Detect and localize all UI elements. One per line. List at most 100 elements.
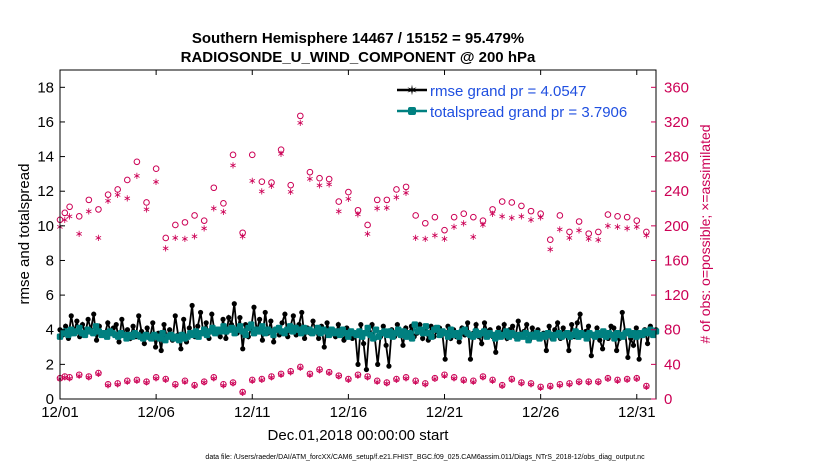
obs-low-possible-point	[229, 379, 237, 386]
totalspread-point	[370, 335, 377, 342]
obs-possible-point	[335, 198, 343, 205]
obs-low-possible-point	[66, 374, 73, 381]
rmse-point	[636, 356, 642, 362]
rmse-point	[594, 325, 600, 331]
obs-low-assimilated-point: ∗	[411, 377, 419, 388]
obs-low-possible-point	[431, 374, 439, 382]
obs-low-possible-point	[450, 374, 458, 381]
rmse-point	[644, 340, 651, 347]
obs-low-possible-point	[518, 379, 525, 386]
obs-possible-point	[210, 184, 218, 192]
obs-low-assimilated-point: ∗	[450, 373, 458, 384]
legend: ✶ rmse grand pr = 4.0547 totalspread gra…	[393, 75, 649, 123]
obs-low-assimilated-point: ∗	[142, 378, 150, 389]
totalspread-point	[492, 335, 499, 342]
obs-possible-point	[172, 221, 179, 229]
totalspread-point	[242, 331, 249, 339]
obs-low-possible-point	[556, 380, 564, 388]
obs-possible-point	[518, 202, 525, 210]
rmse-point	[74, 318, 80, 324]
obs-assimilated-point: ∗	[133, 171, 141, 182]
obs-low-possible-point	[306, 370, 314, 378]
obs-low-possible-point	[172, 380, 179, 388]
rmse-point	[316, 335, 322, 341]
rmse-point	[420, 335, 426, 341]
obs-low-assimilated-point: ∗	[65, 373, 73, 384]
totalspread-point	[248, 321, 255, 328]
totalspread-point	[503, 328, 510, 335]
obs-possible-point	[546, 236, 554, 243]
obs-low-possible-point	[508, 375, 516, 383]
obs-low-possible-point	[95, 369, 102, 377]
rmse-point	[355, 361, 361, 367]
rmse-point	[197, 309, 204, 316]
rmse-point	[599, 346, 606, 352]
rmse-point	[543, 347, 549, 354]
x-tick-label: 12/01	[41, 404, 79, 421]
obs-low-assimilated-point: ∗	[104, 380, 112, 391]
rmse-point	[226, 315, 232, 321]
y2-tick-label: 0	[664, 391, 672, 408]
obs-low-assimilated-point: ∗	[594, 378, 602, 389]
rmse-point	[136, 313, 142, 319]
obs-possible-point	[229, 151, 237, 159]
obs-assimilated-point: ∗	[354, 210, 362, 221]
obs-assimilated-point: ∗	[65, 211, 73, 222]
obs-assimilated-point: ∗	[142, 205, 150, 216]
obs-low-assimilated-point: ∗	[335, 372, 343, 383]
obs-low-assimilated-point: ∗	[517, 379, 525, 390]
obs-low-assimilated-point: ∗	[75, 371, 83, 382]
obs-assimilated-point: ∗	[536, 212, 544, 223]
totalspread-point	[159, 330, 166, 337]
obs-low-assimilated-point: ∗	[171, 380, 179, 391]
obs-low-possible-point	[575, 378, 583, 385]
rmse-point	[93, 337, 100, 343]
obs-assimilated-point: ∗	[450, 222, 458, 233]
rmse-point	[363, 366, 370, 373]
obs-low-assimilated-point: ∗	[575, 378, 583, 389]
obs-low-assimilated-point: ∗	[604, 374, 612, 385]
rmse-point	[271, 339, 277, 345]
obs-assimilated-point: ∗	[210, 204, 218, 215]
rmse-point	[223, 335, 229, 341]
obs-assimilated-point: ∗	[411, 233, 419, 244]
obs-low-possible-point	[143, 378, 150, 385]
totalspread-point	[480, 328, 488, 335]
obs-possible-point	[489, 206, 496, 213]
obs-low-possible-point	[393, 375, 400, 383]
rmse-point	[611, 325, 617, 331]
obs-possible-point	[181, 219, 189, 226]
obs-low-possible-point	[345, 375, 352, 383]
rmse-point	[172, 313, 178, 319]
obs-low-assimilated-point: ∗	[373, 377, 381, 388]
obs-assimilated-point: ∗	[113, 190, 121, 201]
rmse-point	[555, 320, 561, 326]
totalspread-point	[345, 333, 352, 340]
rmse-point	[181, 316, 187, 322]
obs-assimilated-point: ∗	[488, 209, 496, 220]
rmse-point	[619, 309, 625, 316]
y2-tick-label: 280	[664, 149, 689, 166]
y-tick-label: 4	[46, 322, 54, 339]
obs-low-assimilated-point: ∗	[527, 379, 535, 390]
obs-assimilated-point: ∗	[527, 215, 535, 226]
obs-low-possible-point	[220, 380, 227, 388]
obs-low-possible-point	[479, 373, 487, 380]
totalspread-point	[455, 333, 463, 340]
obs-low-possible-point	[354, 371, 362, 379]
obs-assimilated-point: ∗	[238, 231, 246, 242]
obs-assimilated-point: ∗	[623, 224, 631, 235]
obs-low-possible-point	[498, 381, 506, 389]
obs-assimilated-point: ∗	[383, 203, 391, 214]
rmse-point	[358, 321, 364, 328]
obs-possible-point	[402, 183, 410, 191]
obs-low-assimilated-point: ∗	[306, 370, 314, 381]
obs-low-possible-point	[297, 363, 304, 371]
totalspread-point	[428, 333, 435, 340]
obs-possible-point	[508, 199, 516, 206]
y2-tick-label: 80	[664, 322, 681, 339]
obs-assimilated-point: ∗	[277, 149, 285, 160]
rmse-point	[630, 342, 637, 348]
obs-low-assimilated-point: ∗	[498, 381, 506, 392]
legend-rmse-marker: ✶	[406, 82, 418, 98]
